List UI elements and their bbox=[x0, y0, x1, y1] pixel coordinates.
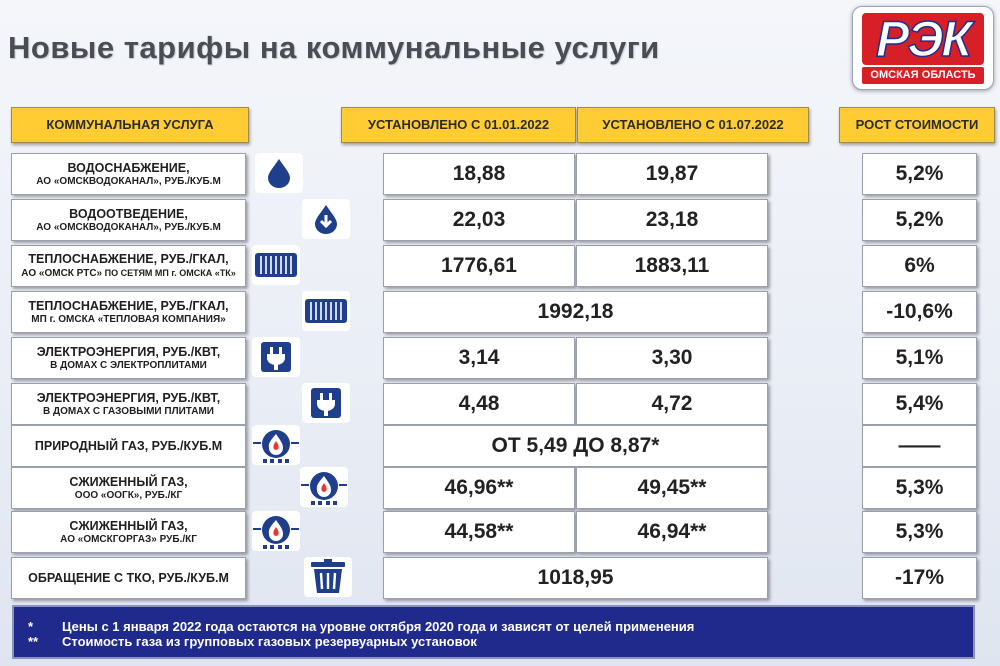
logo-sub-text: ОМСКАЯ ОБЛАСТЬ bbox=[862, 67, 984, 84]
plug-icon bbox=[252, 337, 300, 377]
service-cell-natural-gas: ПРИРОДНЫЙ ГАЗ, РУБ./КУБ.М bbox=[11, 425, 246, 467]
service-cell-water-supply: ВОДОСНАБЖЕНИЕ, АО «ОМСКВОДОКАНАЛ», РУБ./… bbox=[11, 153, 246, 195]
service-cell-lpg-oogk: СЖИЖЕННЫЙ ГАЗ, ООО «ООГК», РУБ./КГ bbox=[11, 467, 246, 509]
service-cell-heat-supply-rts: ТЕПЛОСНАБЖЕНИЕ, РУБ./ГКАЛ, АО «ОМСК РТС»… bbox=[11, 245, 246, 287]
trash-bin-icon bbox=[304, 557, 352, 597]
value-period2: 49,45** bbox=[576, 467, 768, 509]
gas-flame-icon bbox=[252, 511, 300, 551]
header-period1: УСТАНОВЛЕНО С 01.01.2022 bbox=[341, 107, 576, 143]
footnote-1: * Цены с 1 января 2022 года остаются на у… bbox=[28, 619, 695, 634]
header-growth: РОСТ СТОИМОСТИ bbox=[839, 107, 995, 143]
value-period1: 44,58** bbox=[383, 511, 575, 553]
value-period2: 4,72 bbox=[576, 383, 768, 425]
value-growth: -17% bbox=[862, 557, 977, 599]
value-period2: 19,87 bbox=[576, 153, 768, 195]
value-period1: 1776,61 bbox=[383, 245, 575, 287]
service-cell-electricity-electric-stoves: ЭЛЕКТРОЭНЕРГИЯ, РУБ./КВТ, В ДОМАХ С ЭЛЕК… bbox=[11, 337, 246, 379]
value-growth: -10,6% bbox=[862, 291, 977, 333]
value-period2: 23,18 bbox=[576, 199, 768, 241]
value-growth: 6% bbox=[862, 245, 977, 287]
value-period1: 4,48 bbox=[383, 383, 575, 425]
service-cell-electricity-gas-stoves: ЭЛЕКТРОЭНЕРГИЯ, РУБ./КВТ, В ДОМАХ С ГАЗО… bbox=[11, 383, 246, 425]
service-cell-water-disposal: ВОДООТВЕДЕНИЕ, АО «ОМСКВОДОКАНАЛ», РУБ./… bbox=[11, 199, 246, 241]
value-growth: —— bbox=[862, 425, 977, 467]
header-service: КОММУНАЛЬНАЯ УСЛУГА bbox=[11, 107, 249, 143]
service-cell-lpg-omskgorgaz: СЖИЖЕННЫЙ ГАЗ, АО «ОМСКГОРГАЗ» РУБ./КГ bbox=[11, 511, 246, 553]
value-period2: 3,30 bbox=[576, 337, 768, 379]
logo-main-text: РЭК bbox=[862, 12, 984, 66]
value-growth: 5,4% bbox=[862, 383, 977, 425]
service-cell-solid-waste: ОБРАЩЕНИЕ С ТКО, РУБ./КУБ.М bbox=[11, 557, 246, 599]
rek-logo: РЭК ОМСКАЯ ОБЛАСТЬ bbox=[852, 6, 994, 90]
value-merged: 1018,95 bbox=[383, 557, 768, 599]
value-growth: 5,2% bbox=[862, 199, 977, 241]
value-merged: ОТ 5,49 ДО 8,87* bbox=[383, 425, 768, 467]
gas-flame-icon bbox=[300, 467, 348, 507]
footnotes-box: * Цены с 1 января 2022 года остаются на у… bbox=[12, 605, 975, 659]
water-drop-icon bbox=[255, 153, 303, 193]
gas-flame-icon bbox=[252, 425, 300, 465]
plug-icon bbox=[302, 383, 350, 423]
value-merged: 1992,18 bbox=[383, 291, 768, 333]
value-period2: 46,94** bbox=[576, 511, 768, 553]
value-period2: 1883,11 bbox=[576, 245, 768, 287]
value-growth: 5,1% bbox=[862, 337, 977, 379]
footnote-2: ** Стоимость газа из групповых газовых ре… bbox=[28, 634, 477, 649]
value-period1: 22,03 bbox=[383, 199, 575, 241]
value-period1: 18,88 bbox=[383, 153, 575, 195]
value-growth: 5,2% bbox=[862, 153, 977, 195]
value-period1: 3,14 bbox=[383, 337, 575, 379]
radiator-icon bbox=[302, 291, 350, 331]
value-growth: 5,3% bbox=[862, 511, 977, 553]
value-growth: 5,3% bbox=[862, 467, 977, 509]
drain-drop-icon bbox=[302, 199, 350, 239]
page-title: Новые тарифы на коммунальные услуги bbox=[8, 30, 660, 65]
header-period2: УСТАНОВЛЕНО С 01.07.2022 bbox=[577, 107, 809, 143]
service-cell-heat-supply-tk: ТЕПЛОСНАБЖЕНИЕ, РУБ./ГКАЛ, МП г. ОМСКА «… bbox=[11, 291, 246, 333]
radiator-icon bbox=[252, 245, 300, 285]
value-period1: 46,96** bbox=[383, 467, 575, 509]
